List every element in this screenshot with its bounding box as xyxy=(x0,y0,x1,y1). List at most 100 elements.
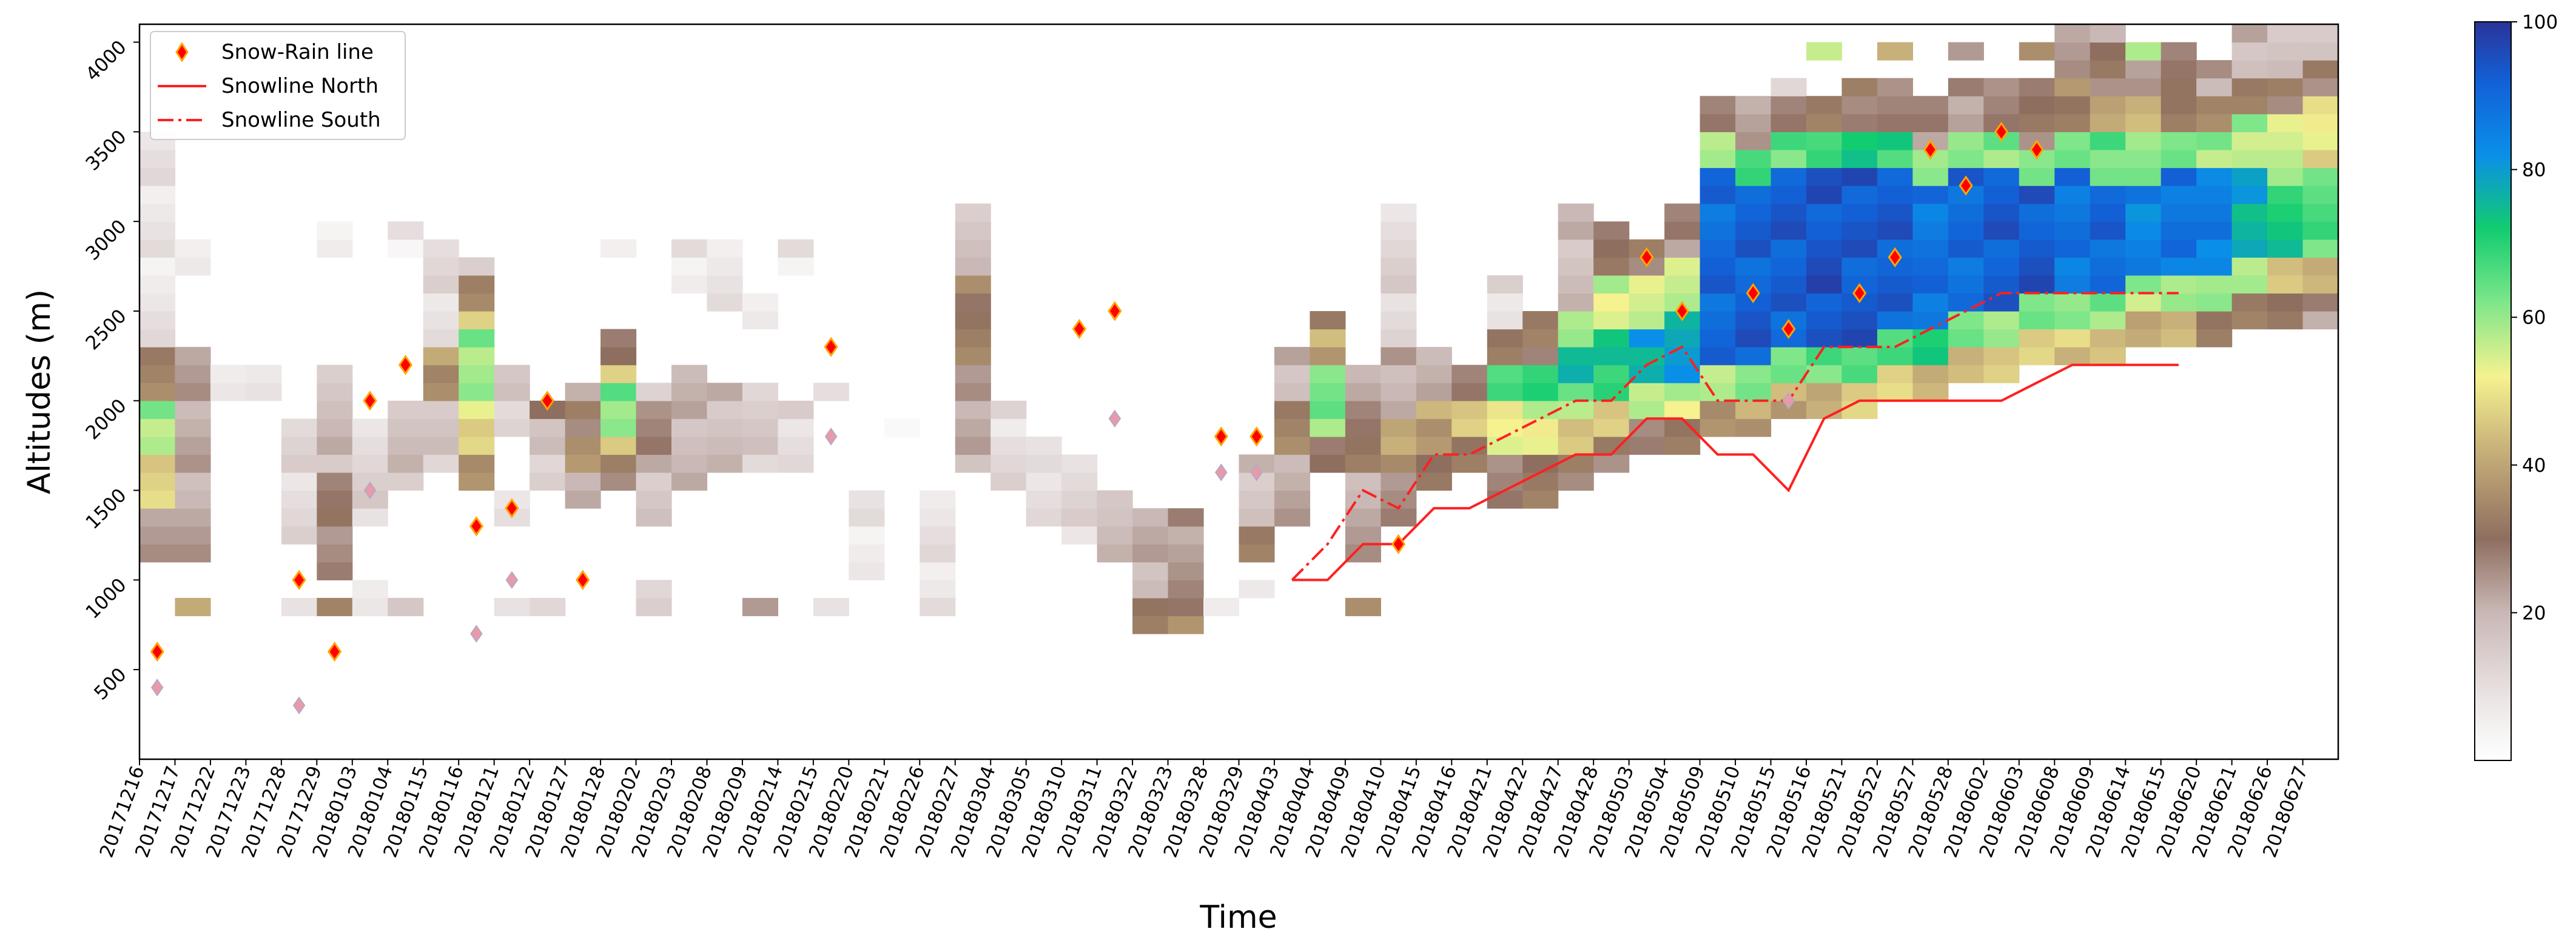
heatmap-cell xyxy=(175,526,211,545)
heatmap-cell xyxy=(1877,42,1913,61)
heatmap-cell xyxy=(565,418,601,437)
heatmap-cell xyxy=(2161,113,2197,132)
heatmap-cell xyxy=(1806,400,1843,419)
heatmap-cell xyxy=(2019,203,2055,222)
heatmap-cell xyxy=(1948,310,1984,330)
heatmap-cell xyxy=(1948,257,1984,276)
heatmap-cell xyxy=(2161,78,2197,96)
heatmap-cell xyxy=(2161,221,2197,240)
heatmap-cell xyxy=(1948,203,1984,222)
heatmap-cell xyxy=(388,597,424,617)
heatmap-cell xyxy=(2090,96,2126,115)
heatmap-cell xyxy=(1558,454,1594,473)
heatmap-cell xyxy=(1664,400,1701,419)
heatmap-cell xyxy=(459,329,495,347)
heatmap-cell xyxy=(1416,364,1452,383)
heatmap-cell xyxy=(1310,347,1346,366)
heatmap-cell xyxy=(1345,472,1381,491)
heatmap-cell xyxy=(1380,329,1417,347)
heatmap-cell xyxy=(530,472,566,491)
heatmap-cell xyxy=(2196,310,2233,330)
heatmap-cell xyxy=(2196,78,2233,96)
heatmap-cell xyxy=(494,597,530,617)
heatmap-cell xyxy=(1700,329,1736,347)
y-tick-label: 2000 xyxy=(81,395,130,444)
heatmap-cell xyxy=(1983,96,2020,115)
heatmap-cell xyxy=(1806,364,1843,383)
heatmap-cell xyxy=(2019,113,2055,132)
heatmap-cell xyxy=(1700,113,1736,132)
heatmap-cell xyxy=(1841,400,1878,419)
heatmap-cell xyxy=(1735,239,1772,258)
heatmap-cell xyxy=(1983,186,2020,204)
heatmap-cell xyxy=(1912,96,1949,115)
heatmap-cell xyxy=(2125,221,2162,240)
heatmap-cell xyxy=(1806,42,1843,61)
heatmap-cell xyxy=(1487,418,1523,437)
heatmap-cell xyxy=(707,400,743,419)
heatmap-cell xyxy=(2267,275,2304,294)
heatmap-cell xyxy=(1522,400,1559,419)
heatmap-cell xyxy=(636,418,672,437)
heatmap-cell xyxy=(2125,113,2162,132)
legend-label-snowline-north: Snowline North xyxy=(221,74,378,98)
heatmap-cell xyxy=(1593,239,1630,258)
heatmap-cell xyxy=(955,454,991,473)
snow-rain-markers xyxy=(150,121,2044,715)
heatmap-cell xyxy=(2161,186,2197,204)
heatmap-cell xyxy=(1664,364,1701,383)
heatmap-cell xyxy=(1380,400,1417,419)
heatmap-cell xyxy=(1771,239,1807,258)
snow-rain-marker xyxy=(1214,426,1228,447)
heatmap-cell xyxy=(1806,221,1843,240)
legend-label-snowline-south: Snowline South xyxy=(221,108,381,132)
heatmap-cell xyxy=(2302,293,2338,312)
heatmap-cell xyxy=(175,364,211,383)
heatmap-cell xyxy=(1664,329,1701,347)
heatmap-cell xyxy=(849,490,885,509)
heatmap-cell xyxy=(955,400,991,419)
heatmap-cell xyxy=(1912,364,1949,383)
heatmap-cell xyxy=(1487,310,1523,330)
heatmap-cell xyxy=(2019,275,2055,294)
heatmap-cell xyxy=(1310,400,1346,419)
heatmap-cell xyxy=(2054,186,2091,204)
heatmap-cell xyxy=(1700,221,1736,240)
heatmap-cell xyxy=(494,383,530,401)
snow-rain-marker xyxy=(327,641,342,662)
heatmap-cell xyxy=(1451,400,1488,419)
heatmap-cell xyxy=(530,418,566,437)
heatmap-cell xyxy=(2019,257,2055,276)
snow-rain-marker-faded xyxy=(150,679,164,697)
heatmap-cell xyxy=(1593,310,1630,330)
heatmap-cell xyxy=(636,597,672,617)
heatmap-cell xyxy=(1948,221,1984,240)
heatmap-cell xyxy=(1735,149,1772,169)
heatmap-cell xyxy=(1345,544,1381,563)
heatmap-cell xyxy=(600,454,637,473)
heatmap-cell xyxy=(1416,472,1452,491)
legend-label-snow-rain: Snow-Rain line xyxy=(221,40,374,64)
heatmap-cell xyxy=(1841,96,1878,115)
heatmap-cell xyxy=(1310,310,1346,330)
heatmap-cell xyxy=(565,472,601,491)
heatmap-cell xyxy=(2302,310,2338,330)
heatmap-cell xyxy=(1735,347,1772,366)
heatmap-cell xyxy=(317,400,353,419)
heatmap-cell xyxy=(1380,239,1417,258)
heatmap-cell xyxy=(2302,24,2338,43)
heatmap-cell xyxy=(388,400,424,419)
heatmap-cell xyxy=(423,293,459,312)
heatmap-cell xyxy=(920,526,956,545)
heatmap-cell xyxy=(707,239,743,258)
heatmap-cell xyxy=(2302,221,2338,240)
heatmap-cell xyxy=(1558,293,1594,312)
heatmap-cell xyxy=(2302,203,2338,222)
heatmap-cell xyxy=(1629,364,1665,383)
heatmap-cell xyxy=(1983,310,2020,330)
heatmap-cell xyxy=(317,472,353,491)
heatmap-cell xyxy=(1841,364,1878,383)
heatmap-cell xyxy=(2267,310,2304,330)
heatmap-cell xyxy=(2267,149,2304,169)
